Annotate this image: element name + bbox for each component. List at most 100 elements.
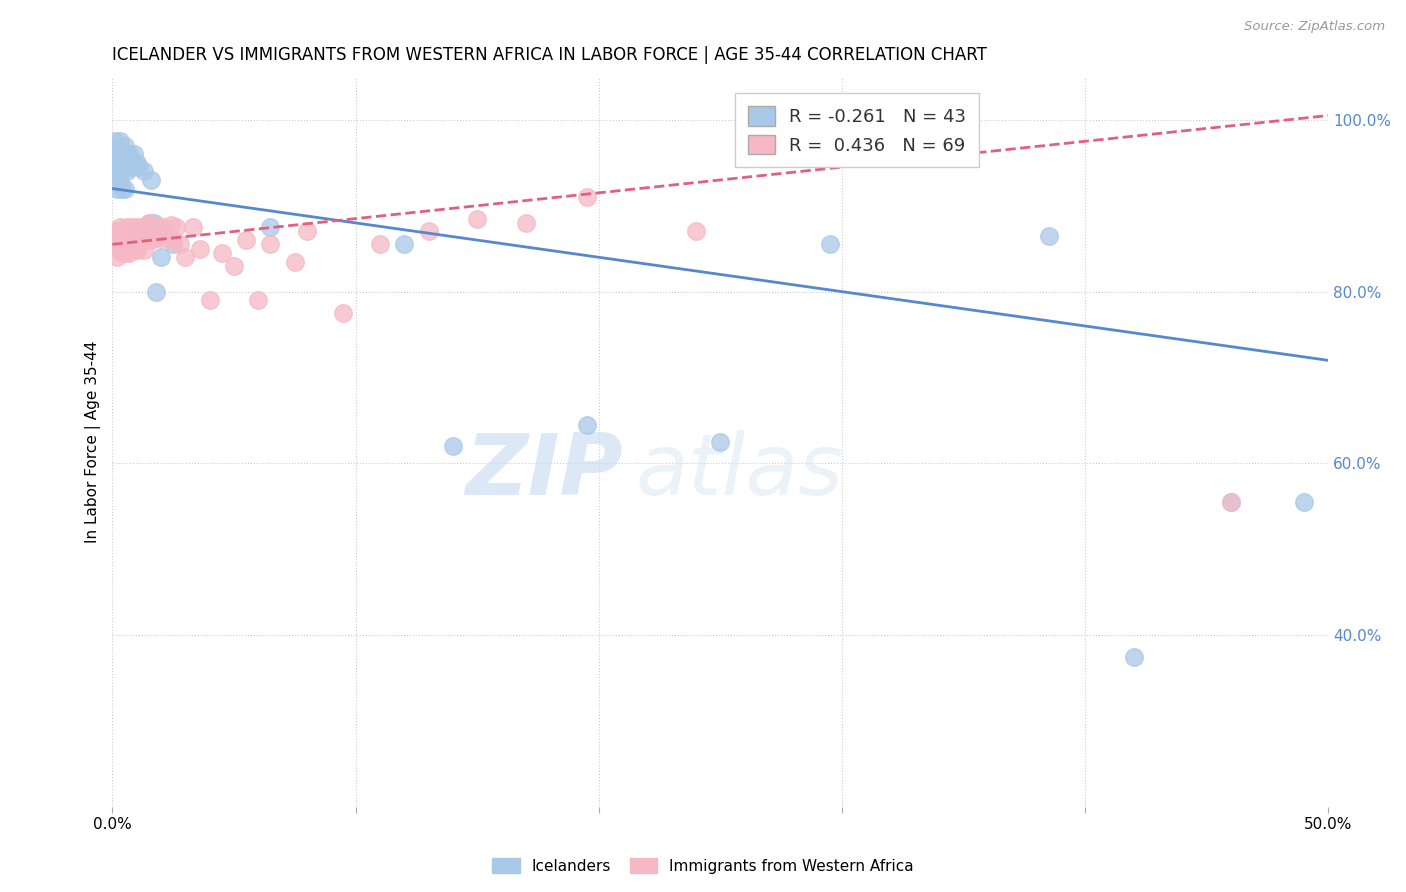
Point [515, 216, 537, 230]
Point [131, 225, 153, 239]
Point [111, 181, 134, 195]
Point [368, 237, 391, 252]
Text: Source: ZipAtlas.com: Source: ZipAtlas.com [1244, 20, 1385, 33]
Point [105, 143, 128, 157]
Point [114, 225, 136, 239]
Point [138, 231, 160, 245]
Point [108, 242, 131, 256]
Point [128, 160, 150, 174]
Point [104, 237, 127, 252]
Point [135, 225, 157, 239]
Point [108, 233, 131, 247]
Text: atlas: atlas [636, 430, 844, 513]
Point [247, 293, 270, 308]
Point [132, 164, 155, 178]
Point [105, 225, 128, 239]
Point [125, 231, 148, 245]
Point [198, 293, 221, 308]
Point [135, 225, 157, 239]
Point [148, 220, 170, 235]
Point [118, 225, 141, 239]
Point [105, 237, 128, 252]
Point [108, 155, 131, 169]
Point [138, 216, 160, 230]
Point [115, 242, 138, 256]
Point [124, 147, 146, 161]
Point [118, 147, 141, 161]
Point [709, 434, 731, 449]
Legend: R = -0.261   N = 43, R =  0.436   N = 69: R = -0.261 N = 43, R = 0.436 N = 69 [735, 94, 979, 168]
Point [235, 233, 257, 247]
Point [108, 134, 131, 148]
Point [150, 250, 173, 264]
Point [131, 220, 153, 235]
Point [169, 237, 191, 252]
Point [104, 134, 127, 148]
Point [121, 160, 143, 174]
Point [188, 242, 211, 256]
Point [145, 285, 167, 299]
Point [132, 228, 155, 243]
Y-axis label: In Labor Force | Age 35-44: In Labor Force | Age 35-44 [86, 341, 101, 543]
Point [108, 173, 131, 187]
Point [145, 231, 167, 245]
Point [125, 220, 148, 235]
Point [141, 233, 163, 247]
Point [115, 164, 138, 178]
Point [441, 439, 464, 453]
Point [114, 138, 136, 153]
Point [121, 242, 143, 256]
Point [142, 225, 165, 239]
Point [162, 233, 184, 247]
Point [108, 220, 131, 235]
Point [114, 155, 136, 169]
Point [141, 173, 163, 187]
Point [111, 160, 134, 174]
Point [259, 237, 281, 252]
Point [128, 237, 150, 252]
Point [114, 246, 136, 260]
Point [284, 254, 307, 268]
Point [575, 417, 598, 432]
Point [104, 164, 127, 178]
Point [1038, 228, 1060, 243]
Point [157, 231, 180, 245]
Point [181, 220, 204, 235]
Point [222, 259, 245, 273]
Point [118, 246, 141, 260]
Point [818, 237, 841, 252]
Point [1219, 495, 1241, 509]
Point [165, 220, 187, 235]
Point [142, 216, 165, 230]
Point [104, 147, 127, 161]
Point [392, 237, 415, 252]
Point [128, 225, 150, 239]
Point [115, 220, 138, 235]
Point [114, 181, 136, 195]
Point [155, 228, 177, 243]
Point [1122, 649, 1144, 664]
Point [108, 147, 131, 161]
Text: ICELANDER VS IMMIGRANTS FROM WESTERN AFRICA IN LABOR FORCE | AGE 35-44 CORRELATI: ICELANDER VS IMMIGRANTS FROM WESTERN AFR… [112, 46, 987, 64]
Point [115, 147, 138, 161]
Point [125, 244, 148, 258]
Point [121, 231, 143, 245]
Point [118, 155, 141, 169]
Point [105, 250, 128, 264]
Point [211, 246, 233, 260]
Point [124, 237, 146, 252]
Point [111, 233, 134, 247]
Point [118, 233, 141, 247]
Point [259, 220, 281, 235]
Point [111, 225, 134, 239]
Point [1292, 495, 1315, 509]
Point [105, 164, 128, 178]
Point [124, 225, 146, 239]
Point [104, 233, 127, 247]
Point [685, 225, 707, 239]
Point [575, 190, 598, 204]
Point [159, 218, 181, 232]
Point [150, 231, 173, 245]
Point [138, 216, 160, 230]
Point [125, 155, 148, 169]
